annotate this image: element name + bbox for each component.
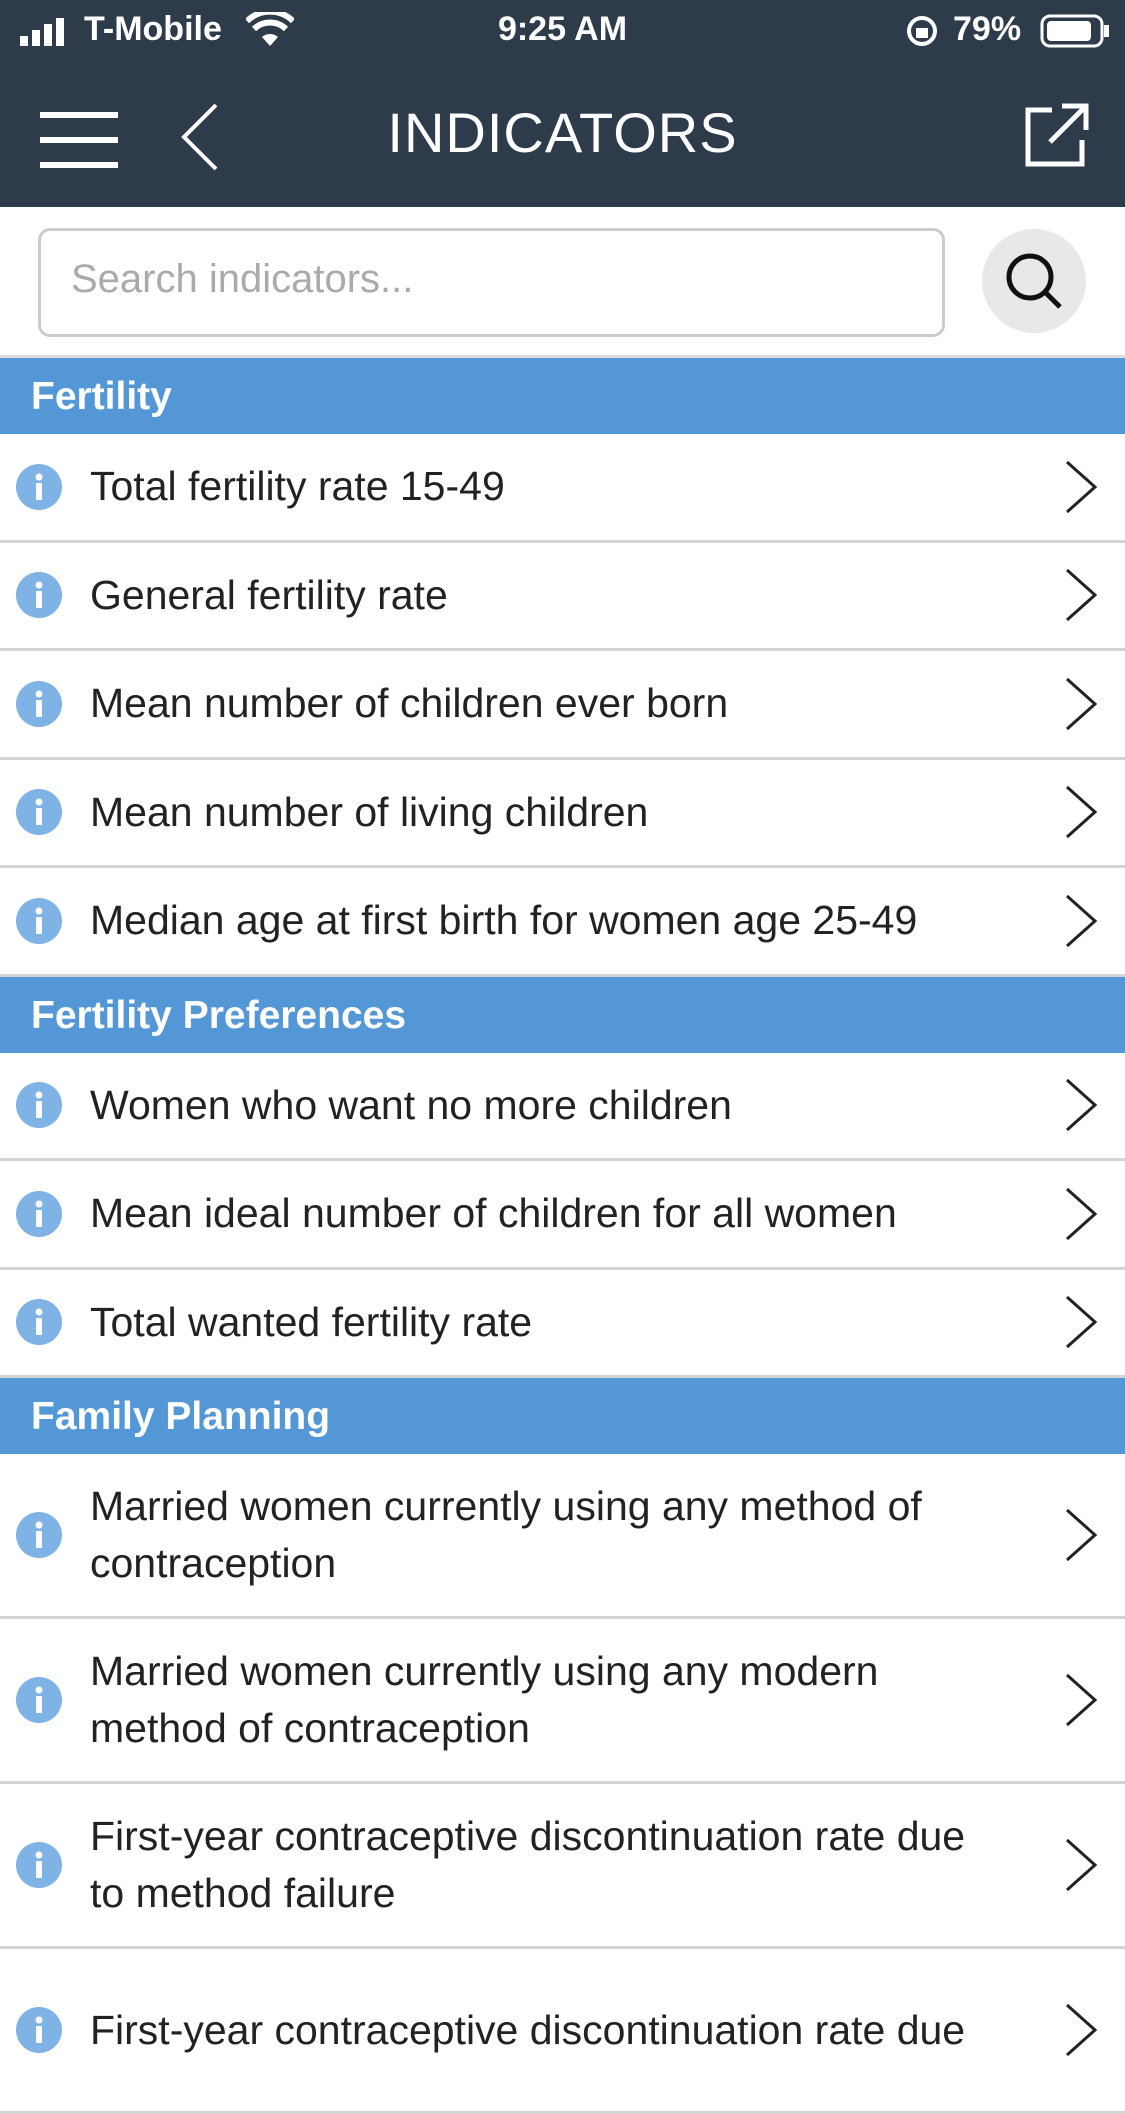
indicator-list: Fertility Total fertility rate 15-49 Gener…: [0, 358, 1125, 2114]
carrier: T-Mobile: [84, 10, 222, 48]
indicator-row[interactable]: Mean ideal number of children for all wo…: [0, 1161, 1125, 1270]
info-icon[interactable]: [16, 680, 62, 727]
chevron: [1066, 460, 1098, 513]
indicator-label: Total fertility rate 15-49: [90, 463, 505, 510]
info-icon[interactable]: [16, 1299, 62, 1346]
info-icon[interactable]: [16, 1677, 62, 1723]
indicator-row[interactable]: Married women currently using any method…: [0, 1454, 1125, 1619]
chevron: [1066, 1673, 1098, 1727]
section-header: Family Planning: [0, 1378, 1125, 1454]
indicator-label: Women who want no more children: [90, 1081, 732, 1128]
wifi-icon: [246, 12, 294, 46]
indicator-row[interactable]: Mean number of living children: [0, 760, 1125, 868]
chevron: [1066, 1187, 1098, 1240]
chevron: [1066, 1079, 1098, 1132]
info-icon[interactable]: [16, 572, 62, 619]
chevron: [1066, 677, 1098, 730]
info-icon[interactable]: [16, 789, 62, 836]
indicator-label: First-year contraceptive discontinuation…: [90, 2006, 966, 2053]
chevron: [1066, 569, 1098, 622]
indicator-row[interactable]: Median age at first birth for women age …: [0, 868, 1125, 977]
chevron: [1066, 1838, 1098, 1892]
indicator-row[interactable]: General fertility rate: [0, 543, 1125, 651]
chevron: [1066, 2003, 1098, 2057]
indicator-label: Mean ideal number of children for all wo…: [90, 1190, 897, 1237]
info-icon[interactable]: [16, 2007, 62, 2053]
top-bar: T-Mobile 9:25 AM 79% INDICATORS: [0, 0, 1125, 207]
info-icon[interactable]: [16, 1842, 62, 1888]
info-icon[interactable]: [16, 897, 62, 944]
indicator-label: Median age at first birth for women age …: [90, 897, 918, 944]
indicator-label: Married women currently using any method…: [90, 1483, 922, 1586]
indicator-label: First-year contraceptive discontinuation…: [90, 1813, 966, 1916]
indicator-row[interactable]: Mean number of children ever born: [0, 651, 1125, 760]
menu-button[interactable]: [40, 112, 118, 168]
signal-icon: [20, 18, 64, 46]
share-button[interactable]: [1022, 100, 1092, 170]
info-icon[interactable]: [16, 1082, 62, 1129]
indicator-label: Married women currently using any modern…: [90, 1648, 879, 1751]
battery-icon: [1040, 14, 1109, 48]
indicator-label: General fertility rate: [90, 571, 448, 618]
indicator-label: Total wanted fertility rate: [90, 1298, 533, 1345]
section-header: Fertility: [0, 358, 1125, 434]
indicator-row[interactable]: Total wanted fertility rate: [0, 1270, 1125, 1378]
section-header: Fertility Preferences: [0, 976, 1125, 1053]
page-title: INDICATORS: [387, 101, 738, 164]
info-icon[interactable]: [16, 1512, 62, 1558]
indicator-row[interactable]: Total fertility rate 15-49: [0, 434, 1125, 543]
search-area: Search indicators...: [0, 207, 1125, 358]
info-icon[interactable]: [16, 463, 62, 510]
indicator-row[interactable]: First-year contraceptive discontinuation…: [0, 1784, 1125, 1949]
indicator-label: Mean number of living children: [90, 788, 649, 835]
battery-level: 79%: [953, 10, 1022, 48]
chevron: [1066, 1296, 1098, 1349]
chevron: [1066, 1508, 1098, 1562]
indicator-row[interactable]: Married women currently using any modern…: [0, 1619, 1125, 1784]
time: 9:25 AM: [497, 10, 628, 48]
chevron: [1066, 894, 1098, 947]
indicator-row[interactable]: First-year contraceptive discontinuation…: [0, 1949, 1125, 2114]
indicator-label: Mean number of children ever born: [90, 680, 729, 727]
search-button[interactable]: [982, 229, 1086, 333]
back-button[interactable]: [180, 102, 220, 172]
info-icon[interactable]: [16, 1190, 62, 1237]
indicator-row[interactable]: Women who want no more children: [0, 1053, 1125, 1161]
search-input[interactable]: Search indicators...: [38, 228, 945, 337]
lock-icon: [907, 16, 937, 46]
chevron: [1066, 786, 1098, 839]
